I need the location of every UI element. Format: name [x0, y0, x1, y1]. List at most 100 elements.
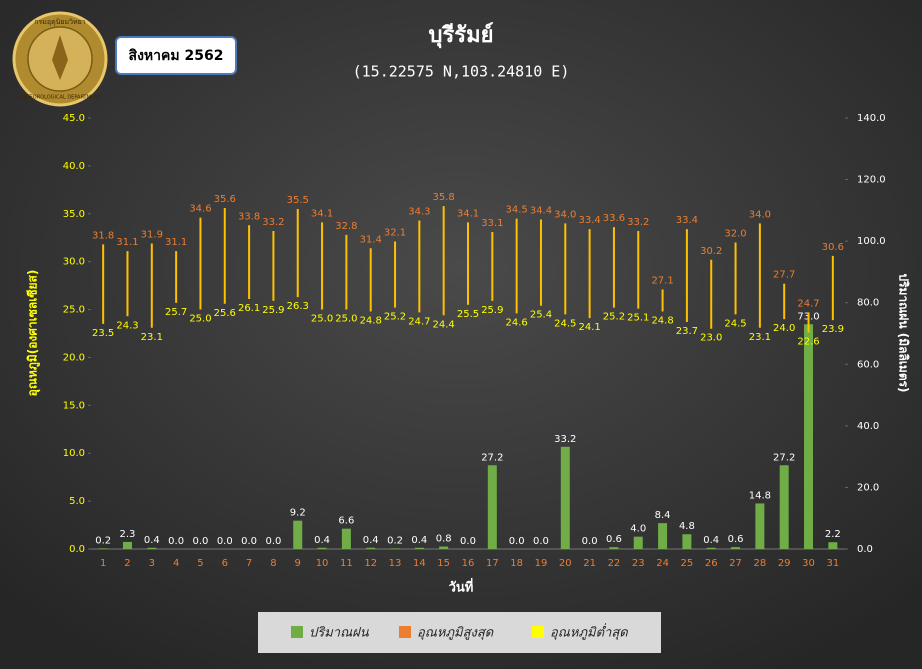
rain-bar — [98, 548, 108, 549]
rain-bar — [390, 548, 400, 549]
max-temp-label: 32.8 — [335, 221, 357, 232]
max-temp-label: 30.2 — [700, 246, 722, 257]
x-tick-label: 4 — [173, 558, 179, 569]
max-temp-label: 31.1 — [165, 237, 187, 248]
rain-value-label: 0.0 — [509, 536, 525, 547]
y2-tick-label: 140.0 — [857, 113, 886, 124]
x-tick-label: 29 — [778, 558, 791, 569]
rain-value-label: 33.2 — [554, 434, 576, 445]
rain-value-label: 6.6 — [338, 516, 354, 527]
min-temp-label: 24.5 — [724, 318, 746, 329]
y-tick-label: 0.0 — [69, 544, 85, 555]
rain-bar — [122, 541, 132, 549]
min-temp-label: 25.0 — [189, 314, 211, 325]
max-temp-label: 34.5 — [506, 205, 528, 216]
y-tick-label: 25.0 — [63, 305, 85, 316]
x-tick-label: 12 — [364, 558, 377, 569]
min-temp-label: 24.4 — [433, 319, 455, 330]
min-temp-label: 23.7 — [676, 326, 698, 337]
rain-value-label: 14.8 — [749, 490, 771, 501]
min-temp-label: 25.6 — [214, 308, 236, 319]
y-tick-label: 35.0 — [63, 209, 85, 220]
rain-value-label: 2.3 — [120, 529, 136, 540]
y-tick-label: 5.0 — [69, 496, 85, 507]
rain-bar — [560, 446, 570, 549]
max-temp-label: 33.2 — [262, 217, 284, 228]
rain-value-label: 0.4 — [411, 535, 427, 546]
max-temp-label: 33.2 — [627, 217, 649, 228]
max-temp-label: 33.4 — [578, 215, 600, 226]
x-tick-label: 26 — [705, 558, 718, 569]
min-temp-label: 23.1 — [749, 332, 771, 343]
min-temp-label: 23.1 — [141, 332, 163, 343]
y-tick-label: 30.0 — [63, 257, 85, 268]
max-temp-label: 34.1 — [311, 208, 333, 219]
legend-swatch — [399, 626, 411, 638]
max-temp-label: 32.0 — [724, 229, 746, 240]
y-tick-label: 45.0 — [63, 113, 85, 124]
x-tick-label: 8 — [270, 558, 276, 569]
x-tick-label: 15 — [437, 558, 450, 569]
max-temp-label: 27.7 — [773, 270, 795, 281]
rain-bar — [317, 547, 327, 549]
max-temp-label: 33.1 — [481, 218, 503, 229]
min-temp-label: 26.3 — [287, 301, 309, 312]
max-temp-label: 31.1 — [116, 237, 138, 248]
min-temp-label: 24.0 — [773, 323, 795, 334]
max-temp-label: 32.1 — [384, 228, 406, 239]
rain-bar — [609, 547, 619, 549]
min-temp-label: 24.8 — [360, 315, 382, 326]
min-temp-label: 23.9 — [822, 324, 844, 335]
x-tick-label: 18 — [510, 558, 523, 569]
x-tick-label: 17 — [486, 558, 499, 569]
month-badge-text: สิงหาคม 2562 — [128, 48, 223, 64]
max-temp-label: 30.6 — [822, 242, 844, 253]
max-temp-label: 35.6 — [214, 194, 236, 205]
rain-bar — [779, 465, 789, 549]
x-tick-label: 22 — [608, 558, 621, 569]
y2-tick-label: 0.0 — [857, 544, 873, 555]
rain-value-label: 0.4 — [363, 535, 379, 546]
rain-bar — [804, 324, 814, 549]
x-tick-label: 28 — [754, 558, 767, 569]
x-tick-label: 5 — [197, 558, 203, 569]
rain-bar — [414, 547, 424, 549]
max-temp-label: 34.0 — [554, 209, 576, 220]
rain-bar — [439, 546, 449, 549]
legend-label: ปริมาณฝน — [309, 626, 370, 641]
x-tick-label: 6 — [222, 558, 228, 569]
min-temp-label: 23.5 — [92, 328, 114, 339]
max-temp-label: 31.8 — [92, 230, 114, 241]
min-temp-label: 25.4 — [530, 310, 552, 321]
rain-value-label: 0.8 — [436, 534, 452, 545]
chart-title: บุรีรัมย์ — [429, 22, 494, 49]
rain-bar — [828, 542, 838, 549]
max-temp-label: 34.6 — [189, 204, 211, 215]
chart-subtitle: (15.22575 N,103.24810 E) — [353, 63, 570, 81]
min-temp-label: 24.1 — [578, 322, 600, 333]
logo: กรมอุตุนิยมวิทยา METEOROLOGICAL DEPARTME… — [12, 11, 108, 107]
rain-value-label: 0.0 — [460, 536, 476, 547]
x-tick-label: 2 — [124, 558, 130, 569]
rain-value-label: 0.4 — [314, 535, 330, 546]
rain-value-label: 9.2 — [290, 508, 306, 519]
rain-bar — [755, 503, 765, 549]
y2-tick-label: 100.0 — [857, 236, 886, 247]
min-temp-label: 23.0 — [700, 333, 722, 344]
min-temp-label: 22.6 — [797, 337, 819, 348]
rain-value-label: 0.0 — [265, 536, 281, 547]
x-axis-label: วันที่ — [449, 578, 474, 596]
rain-bar — [341, 528, 351, 549]
rain-bar — [731, 547, 741, 549]
y2-tick-label: 80.0 — [857, 298, 879, 309]
rain-bar — [658, 523, 668, 549]
x-tick-label: 19 — [535, 558, 548, 569]
logo-text: METEOROLOGICAL DEPARTMENT — [19, 95, 102, 101]
rain-value-label: 4.0 — [630, 524, 646, 535]
rain-value-label: 0.4 — [144, 535, 160, 546]
rain-value-label: 0.0 — [582, 536, 598, 547]
min-temp-label: 26.1 — [238, 303, 260, 314]
rain-value-label: 2.2 — [825, 529, 841, 540]
